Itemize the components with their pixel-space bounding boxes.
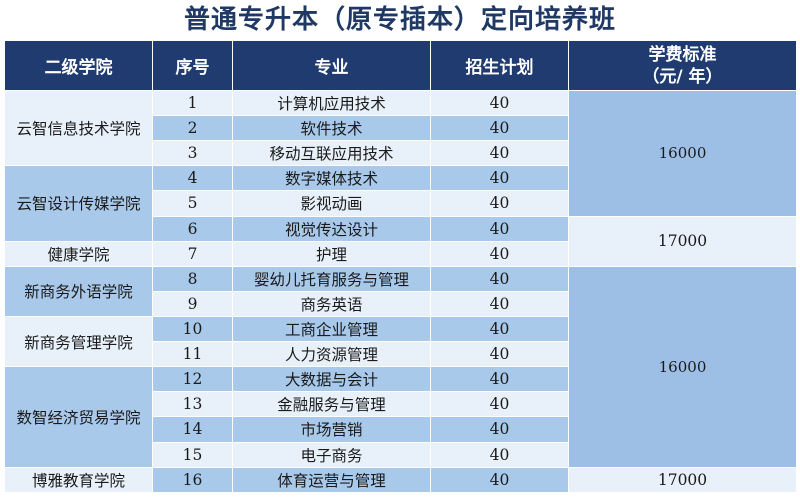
major-cell: 数字媒体技术 [232, 165, 431, 192]
fee-cell: 17000 [568, 215, 797, 267]
major-cell: 人力资源管理 [232, 341, 431, 368]
no-cell: 1 [152, 89, 233, 117]
major-cell: 护理 [232, 240, 431, 267]
college-cell: 博雅教育学院 [4, 466, 153, 493]
no-cell: 11 [152, 341, 233, 368]
major-cell: 商务英语 [232, 290, 431, 317]
plan-cell: 40 [430, 315, 569, 343]
header-fee-line2: （元/ 年） [642, 66, 723, 87]
no-cell: 15 [152, 441, 233, 468]
no-cell: 7 [152, 240, 233, 267]
plan-cell: 40 [430, 215, 569, 242]
no-cell: 13 [152, 391, 233, 418]
major-cell: 市场营销 [232, 416, 431, 443]
plan-cell: 40 [430, 190, 569, 217]
table-row: 9 商务英语 40 [5, 290, 797, 317]
no-cell: 6 [152, 215, 233, 242]
major-cell: 视觉传达设计 [232, 215, 431, 242]
plan-cell: 40 [430, 165, 569, 192]
table-row: 新商务管理学院 10 工商企业管理 40 [4, 315, 797, 368]
plan-cell: 40 [430, 265, 569, 292]
table-row: 云智信息技术学院 1 计算机应用技术 40 16000 [4, 89, 797, 217]
table-row: 2 软件技术 40 [5, 115, 797, 142]
plan-cell: 40 [430, 416, 569, 443]
table-row: 健康学院 7 护理 40 [4, 240, 797, 267]
table-row: 15 电子商务 40 [5, 441, 797, 468]
table-row: 博雅教育学院 16 体育运营与管理 40 17000 [4, 466, 797, 493]
table-row: 云智设计传媒学院 4 数字媒体技术 40 [4, 165, 797, 242]
no-cell: 16 [152, 466, 233, 493]
plan-cell: 40 [430, 466, 569, 493]
major-cell: 移动互联应用技术 [232, 140, 431, 167]
plan-cell: 40 [430, 391, 569, 418]
plan-cell: 40 [430, 441, 569, 468]
plan-cell: 40 [430, 290, 569, 317]
plan-cell: 40 [430, 140, 569, 167]
major-cell: 电子商务 [232, 441, 431, 468]
table-header-row: 二级学院 序号 专业 招生计划 学费标准 （元/ 年） [4, 40, 797, 91]
no-cell: 14 [152, 416, 233, 443]
major-cell: 金融服务与管理 [232, 391, 431, 418]
major-cell: 软件技术 [232, 115, 431, 142]
no-cell: 9 [152, 290, 233, 317]
no-cell: 10 [152, 315, 233, 343]
college-cell: 新商务外语学院 [4, 265, 153, 317]
table-row: 13 金融服务与管理 40 [5, 391, 797, 418]
enrollment-table: 二级学院 序号 专业 招生计划 学费标准 （元/ 年） 云智信息技术学院 1 计… [4, 40, 797, 493]
major-cell: 体育运营与管理 [232, 466, 431, 493]
major-cell: 计算机应用技术 [232, 89, 431, 117]
table-row: 5 影视动画 40 [5, 190, 797, 217]
plan-cell: 40 [430, 366, 569, 393]
no-cell: 8 [152, 265, 233, 292]
college-cell: 健康学院 [4, 240, 153, 267]
table-row: 数智经济贸易学院 12 大数据与会计 40 [4, 366, 797, 468]
fee-cell: 16000 [568, 265, 797, 468]
no-cell: 3 [152, 140, 233, 167]
plan-cell: 40 [430, 115, 569, 142]
header-fee: 学费标准 （元/ 年） [568, 40, 797, 91]
no-cell: 12 [152, 366, 233, 393]
college-cell: 数智经济贸易学院 [4, 366, 153, 468]
major-cell: 婴幼儿托育服务与管理 [232, 265, 431, 292]
plan-cell: 40 [430, 89, 569, 117]
college-cell: 云智设计传媒学院 [4, 165, 153, 242]
plan-cell: 40 [430, 341, 569, 368]
table-row: 3 移动互联应用技术 40 [5, 140, 797, 167]
plan-cell: 40 [430, 240, 569, 267]
no-cell: 5 [152, 190, 233, 217]
page-title: 普通专升本（原专插本）定向培养班 [183, 5, 616, 35]
header-major: 专业 [232, 40, 431, 91]
header-plan: 招生计划 [430, 40, 569, 91]
major-cell: 大数据与会计 [232, 366, 431, 393]
college-cell: 云智信息技术学院 [4, 89, 153, 167]
no-cell: 4 [152, 165, 233, 192]
major-cell: 影视动画 [232, 190, 431, 217]
fee-cell: 17000 [568, 466, 797, 493]
major-cell: 工商企业管理 [232, 315, 431, 343]
header-fee-line1: 学费标准 [648, 44, 717, 65]
table-row: 11 人力资源管理 40 [5, 341, 797, 368]
table-row: 新商务外语学院 8 婴幼儿托育服务与管理 40 16000 [4, 265, 797, 468]
college-cell: 新商务管理学院 [4, 315, 153, 368]
table-row: 14 市场营销 40 [5, 416, 797, 443]
fee-cell: 16000 [568, 90, 797, 217]
no-cell: 2 [152, 115, 233, 142]
header-no: 序号 [152, 40, 233, 91]
header-college: 二级学院 [4, 40, 153, 91]
